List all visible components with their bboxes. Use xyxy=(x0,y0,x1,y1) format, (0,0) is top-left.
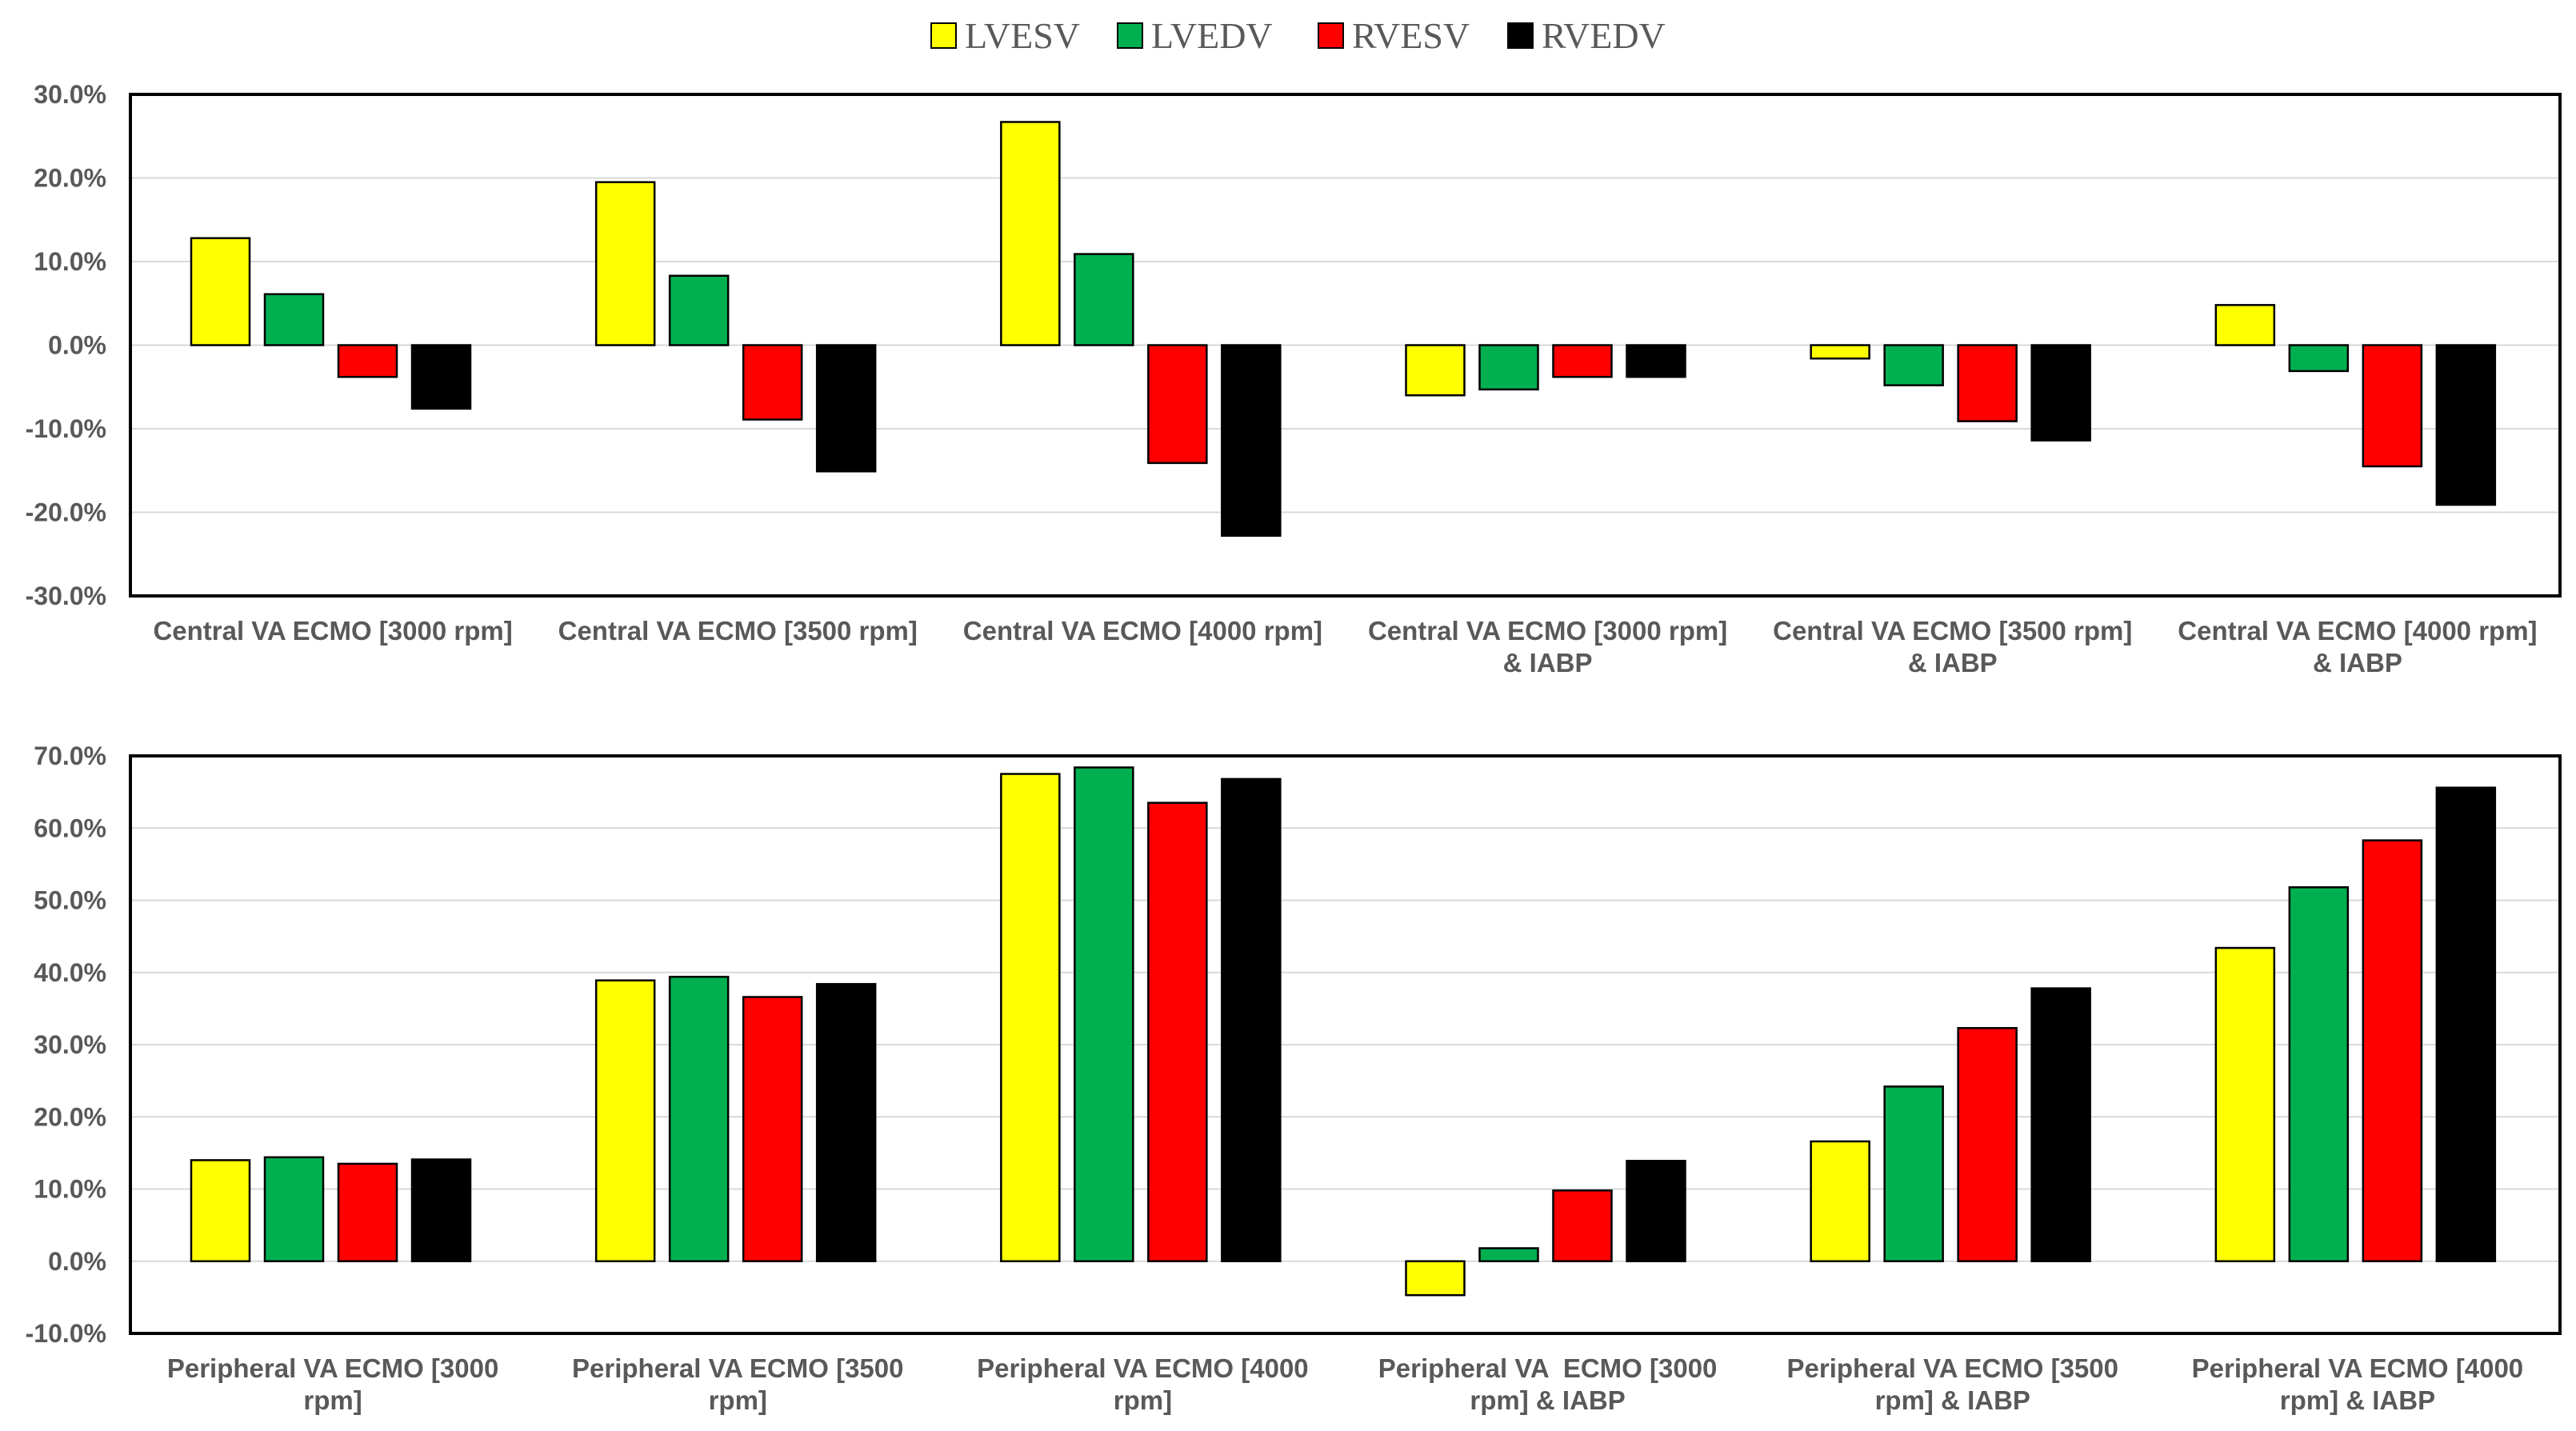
y-tick-label: 10.0% xyxy=(34,1175,106,1204)
bar-lvedv-5 xyxy=(1883,1085,1944,1262)
bar-lvesv-4 xyxy=(1405,1260,1466,1297)
x-category-label: Peripheral VA ECMO [3500 xyxy=(572,1353,903,1383)
y-tick-label: 20.0% xyxy=(34,164,106,193)
bar-rvesv-5 xyxy=(1957,344,2018,422)
bar-rvedv-2 xyxy=(815,982,877,1262)
y-tick-label: -10.0% xyxy=(26,414,106,443)
x-category-label: rpm] xyxy=(303,1385,362,1415)
bar-lvedv-3 xyxy=(1074,766,1134,1262)
bar-rvesv-1 xyxy=(337,1162,398,1262)
bar-rvedv-3 xyxy=(1221,344,1282,538)
bar-rvedv-1 xyxy=(410,344,472,410)
bar-rvedv-4 xyxy=(1626,1160,1686,1262)
bar-rvesv-3 xyxy=(1147,344,1208,465)
bar-rvesv-6 xyxy=(2362,344,2423,468)
bar-lvesv-3 xyxy=(1000,121,1061,346)
bar-rvedv-5 xyxy=(2030,344,2091,442)
y-tick-label: 30.0% xyxy=(34,1030,106,1059)
y-tick-label: 30.0% xyxy=(34,80,106,109)
x-category-label: Central VA ECMO [3000 rpm] xyxy=(1368,616,1727,646)
bar-rvedv-5 xyxy=(2030,987,2091,1262)
y-tick-label: -30.0% xyxy=(26,582,106,610)
bar-lvedv-4 xyxy=(1478,344,1539,391)
bar-lvedv-6 xyxy=(2288,344,2350,373)
bar-rvedv-4 xyxy=(1626,344,1686,378)
legend-label-lvedv: LVEDV xyxy=(1151,15,1273,56)
x-category-label: rpm] xyxy=(709,1385,767,1415)
bar-lvesv-2 xyxy=(594,181,656,346)
x-category-label: rpm] & IABP xyxy=(1470,1385,1625,1415)
y-tick-label: 60.0% xyxy=(34,813,106,842)
bar-rvesv-5 xyxy=(1957,1026,2018,1263)
legend-swatch-rvesv xyxy=(1318,22,1344,49)
x-category-label: rpm] & IABP xyxy=(2280,1385,2435,1415)
bar-lvedv-4 xyxy=(1478,1247,1539,1263)
bar-lvesv-2 xyxy=(594,979,656,1262)
bar-lvesv-3 xyxy=(1000,773,1061,1262)
legend-label-lvesv: LVESV xyxy=(965,15,1080,56)
x-category-label: Central VA ECMO [3000 rpm] xyxy=(153,616,512,646)
bar-rvesv-6 xyxy=(2362,839,2423,1262)
bar-lvedv-2 xyxy=(668,975,730,1263)
bar-lvesv-4 xyxy=(1405,344,1466,397)
y-tick-label: -20.0% xyxy=(26,498,106,527)
y-tick-label: 10.0% xyxy=(34,247,106,276)
x-category-label: Peripheral VA ECMO [3500 xyxy=(1787,1353,2118,1383)
x-category-label: Peripheral VA ECMO [4000 xyxy=(2192,1353,2523,1383)
bar-lvesv-1 xyxy=(190,1159,251,1263)
legend-swatch-rvedv xyxy=(1507,22,1534,49)
legend-swatch-lvesv xyxy=(930,22,957,49)
bar-rvedv-6 xyxy=(2435,344,2497,506)
bar-rvesv-2 xyxy=(742,996,803,1263)
bar-rvedv-6 xyxy=(2435,786,2497,1262)
bar-lvesv-6 xyxy=(2214,946,2276,1262)
x-category-label: & IABP xyxy=(2313,648,2402,678)
y-tick-label: 0.0% xyxy=(48,1247,106,1276)
x-category-label: rpm] xyxy=(1114,1385,1172,1415)
bar-rvesv-3 xyxy=(1147,801,1208,1262)
bar-lvedv-1 xyxy=(263,293,325,346)
plot-frame xyxy=(129,93,2562,598)
bar-rvedv-2 xyxy=(815,344,877,473)
peripheral-ecmo-chart: 70.0% 60.0% 50.0% 40.0% 30.0% 20.0% 10.0% 0.0% -… xyxy=(26,741,2562,1415)
bar-lvedv-5 xyxy=(1883,344,1944,386)
x-category-label: rpm] & IABP xyxy=(1875,1385,2030,1415)
bar-rvesv-1 xyxy=(337,344,398,378)
bar-lvedv-1 xyxy=(263,1156,325,1263)
legend-label-rvesv: RVESV xyxy=(1352,15,1470,56)
y-tick-label: 50.0% xyxy=(34,886,106,915)
y-tick-label: 70.0% xyxy=(34,741,106,770)
y-tick-label: 20.0% xyxy=(34,1102,106,1131)
bar-rvesv-4 xyxy=(1552,344,1613,378)
bar-lvedv-3 xyxy=(1074,253,1134,346)
x-category-label: Central VA ECMO [3500 rpm] xyxy=(558,616,918,646)
bar-lvesv-1 xyxy=(190,237,251,346)
bar-lvesv-5 xyxy=(1810,344,1870,360)
x-category-label: Peripheral VA ECMO [4000 xyxy=(977,1353,1308,1383)
bar-lvedv-6 xyxy=(2288,886,2350,1262)
legend: LVESV LVEDV RVESV RVEDV xyxy=(930,15,1666,56)
bar-lvedv-2 xyxy=(668,274,730,346)
y-tick-label: -10.0% xyxy=(26,1319,106,1348)
legend-label-rvedv: RVEDV xyxy=(1542,15,1666,56)
x-category-label: Central VA ECMO [4000 rpm] xyxy=(963,616,1322,646)
bar-lvesv-5 xyxy=(1810,1140,1870,1263)
legend-swatch-lvedv xyxy=(1117,22,1143,49)
bar-lvesv-6 xyxy=(2214,304,2276,346)
x-category-label: & IABP xyxy=(1503,648,1593,678)
x-category-label: Peripheral VA ECMO [3000 xyxy=(1378,1353,1718,1383)
bar-rvesv-4 xyxy=(1552,1189,1613,1263)
x-category-label: Central VA ECMO [4000 rpm] xyxy=(2178,616,2537,646)
y-tick-label: 0.0% xyxy=(48,331,106,360)
x-category-label: Peripheral VA ECMO [3000 xyxy=(167,1353,498,1383)
bar-rvesv-2 xyxy=(742,344,803,421)
bar-rvedv-3 xyxy=(1221,777,1282,1262)
central-ecmo-chart: 30.0% 20.0% 10.0% 0.0% -10.0% -20.0% -30.0% Cen… xyxy=(26,80,2562,678)
x-category-label: & IABP xyxy=(1908,648,1998,678)
x-category-label: Central VA ECMO [3500 rpm] xyxy=(1773,616,2132,646)
bar-rvedv-1 xyxy=(410,1158,472,1263)
y-tick-label: 40.0% xyxy=(34,958,106,987)
plot-frame xyxy=(129,754,2562,1335)
